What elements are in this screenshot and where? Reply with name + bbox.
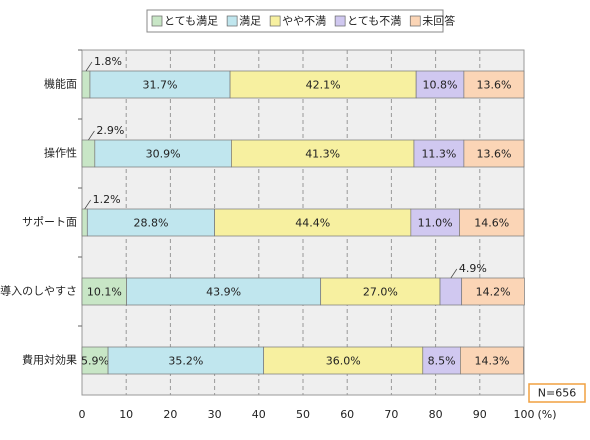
value-label: 5.9%	[81, 355, 109, 368]
value-label: 41.3%	[305, 148, 340, 161]
leader-line	[84, 199, 91, 210]
bar-segment	[126, 277, 322, 306]
value-label: 31.7%	[143, 79, 178, 92]
bar-segment	[86, 208, 215, 237]
annotation: N=656	[538, 387, 576, 400]
legend-swatch	[151, 15, 163, 27]
value-label: 27.0%	[363, 286, 398, 299]
y-tick-label: 費用対効果	[22, 353, 77, 367]
bar-segment	[460, 346, 524, 375]
x-tick-label: 80	[429, 408, 443, 421]
value-label: 42.1%	[306, 79, 341, 92]
x-tick-label: 10	[119, 408, 133, 421]
y-tick-label: 機能面	[44, 77, 77, 91]
legend-swatch	[334, 15, 346, 27]
bar-segment	[422, 346, 461, 375]
bar-segment	[81, 277, 127, 306]
bar-segment	[461, 277, 525, 306]
value-label: 36.0%	[326, 355, 361, 368]
legend-label: 未回答	[422, 14, 455, 28]
y-tick-label: サポート面	[22, 216, 77, 229]
value-label: 1.2%	[93, 193, 121, 206]
bar-segment	[263, 346, 424, 375]
x-tick-label: 20	[163, 408, 177, 421]
value-label: 43.9%	[206, 286, 241, 299]
x-tick-label: 30	[208, 408, 222, 421]
value-label: 30.9%	[146, 148, 181, 161]
legend-label: とても満足	[164, 15, 218, 28]
x-tick-label: 0	[79, 408, 86, 421]
x-axis-label: (%)	[538, 408, 557, 421]
y-tick-label: 操作性	[44, 146, 77, 160]
bar-segment	[94, 139, 232, 168]
bar-segment	[463, 139, 525, 168]
leader-line	[85, 61, 93, 72]
legend-swatch	[226, 15, 238, 27]
bar-segment	[81, 139, 96, 168]
legend-swatch	[269, 15, 281, 27]
value-label: 13.6%	[476, 148, 511, 161]
value-label: 1.8%	[94, 55, 122, 68]
value-label: 10.1%	[87, 286, 122, 299]
value-label: 14.2%	[476, 286, 511, 299]
legend-label: とても不満	[347, 15, 401, 28]
legend-label: 満足	[239, 15, 261, 28]
bar-segment	[231, 139, 415, 168]
bar-segment	[439, 277, 463, 306]
x-tick-label: 60	[340, 408, 354, 421]
x-tick-label: 100	[514, 408, 535, 421]
bar-segment	[81, 208, 88, 237]
x-tick-label: 70	[384, 408, 398, 421]
value-label: 11.0%	[418, 217, 453, 230]
value-label: 11.3%	[421, 148, 456, 161]
y-tick-label: 導入のしやすさ	[0, 284, 77, 298]
legend-swatch	[409, 15, 421, 27]
value-label: 4.9%	[459, 262, 487, 275]
value-label: 14.6%	[474, 217, 509, 230]
x-tick-label: 40	[252, 408, 266, 421]
x-tick-label: 90	[473, 408, 487, 421]
value-label: 2.9%	[96, 124, 124, 137]
bar-segment	[81, 70, 91, 99]
leader-line	[450, 268, 458, 279]
value-label: 13.6%	[476, 79, 511, 92]
bar-segment	[107, 346, 265, 375]
bar-segment	[413, 139, 465, 168]
value-label: 8.5%	[428, 355, 456, 368]
value-label: 14.3%	[474, 355, 509, 368]
legend-label: やや不満	[282, 15, 326, 28]
bar-segment	[229, 70, 417, 99]
bar-segment	[463, 70, 525, 99]
leader-line	[88, 130, 95, 141]
value-label: 35.2%	[168, 355, 203, 368]
value-label: 10.8%	[423, 79, 458, 92]
value-label: 44.4%	[295, 217, 330, 230]
value-label: 28.8%	[133, 217, 168, 230]
legend-box	[146, 9, 444, 33]
bar-segment	[410, 208, 460, 237]
bar-segment	[459, 208, 525, 237]
x-tick-label: 50	[296, 408, 310, 421]
annotation-box	[528, 383, 586, 403]
